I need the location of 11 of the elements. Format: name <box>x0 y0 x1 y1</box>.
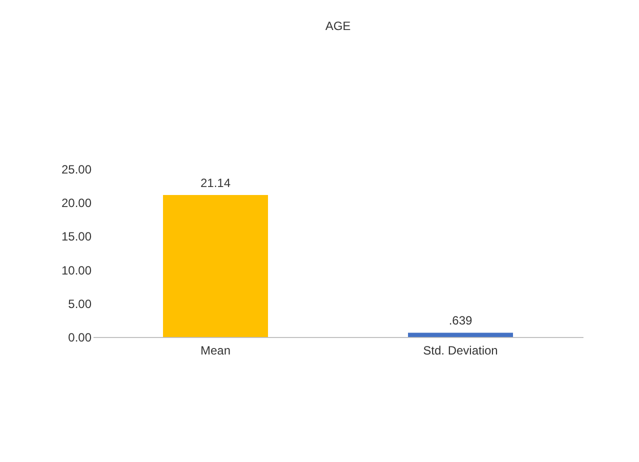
y-tick-label: 0.00 <box>68 330 92 344</box>
y-tick-label: 5.00 <box>68 296 92 311</box>
data-label: .639 <box>448 314 472 328</box>
y-tick-label: 25.00 <box>61 162 92 176</box>
y-tick-label: 10.00 <box>61 263 92 278</box>
x-tick-label: Mean <box>200 344 231 358</box>
chart-title: AGE <box>325 19 351 33</box>
y-tick-label: 20.00 <box>61 196 92 210</box>
x-tick-label: Std. Deviation <box>423 344 498 358</box>
y-tick-label: 15.00 <box>61 230 92 244</box>
data-label: 21.14 <box>200 176 231 190</box>
